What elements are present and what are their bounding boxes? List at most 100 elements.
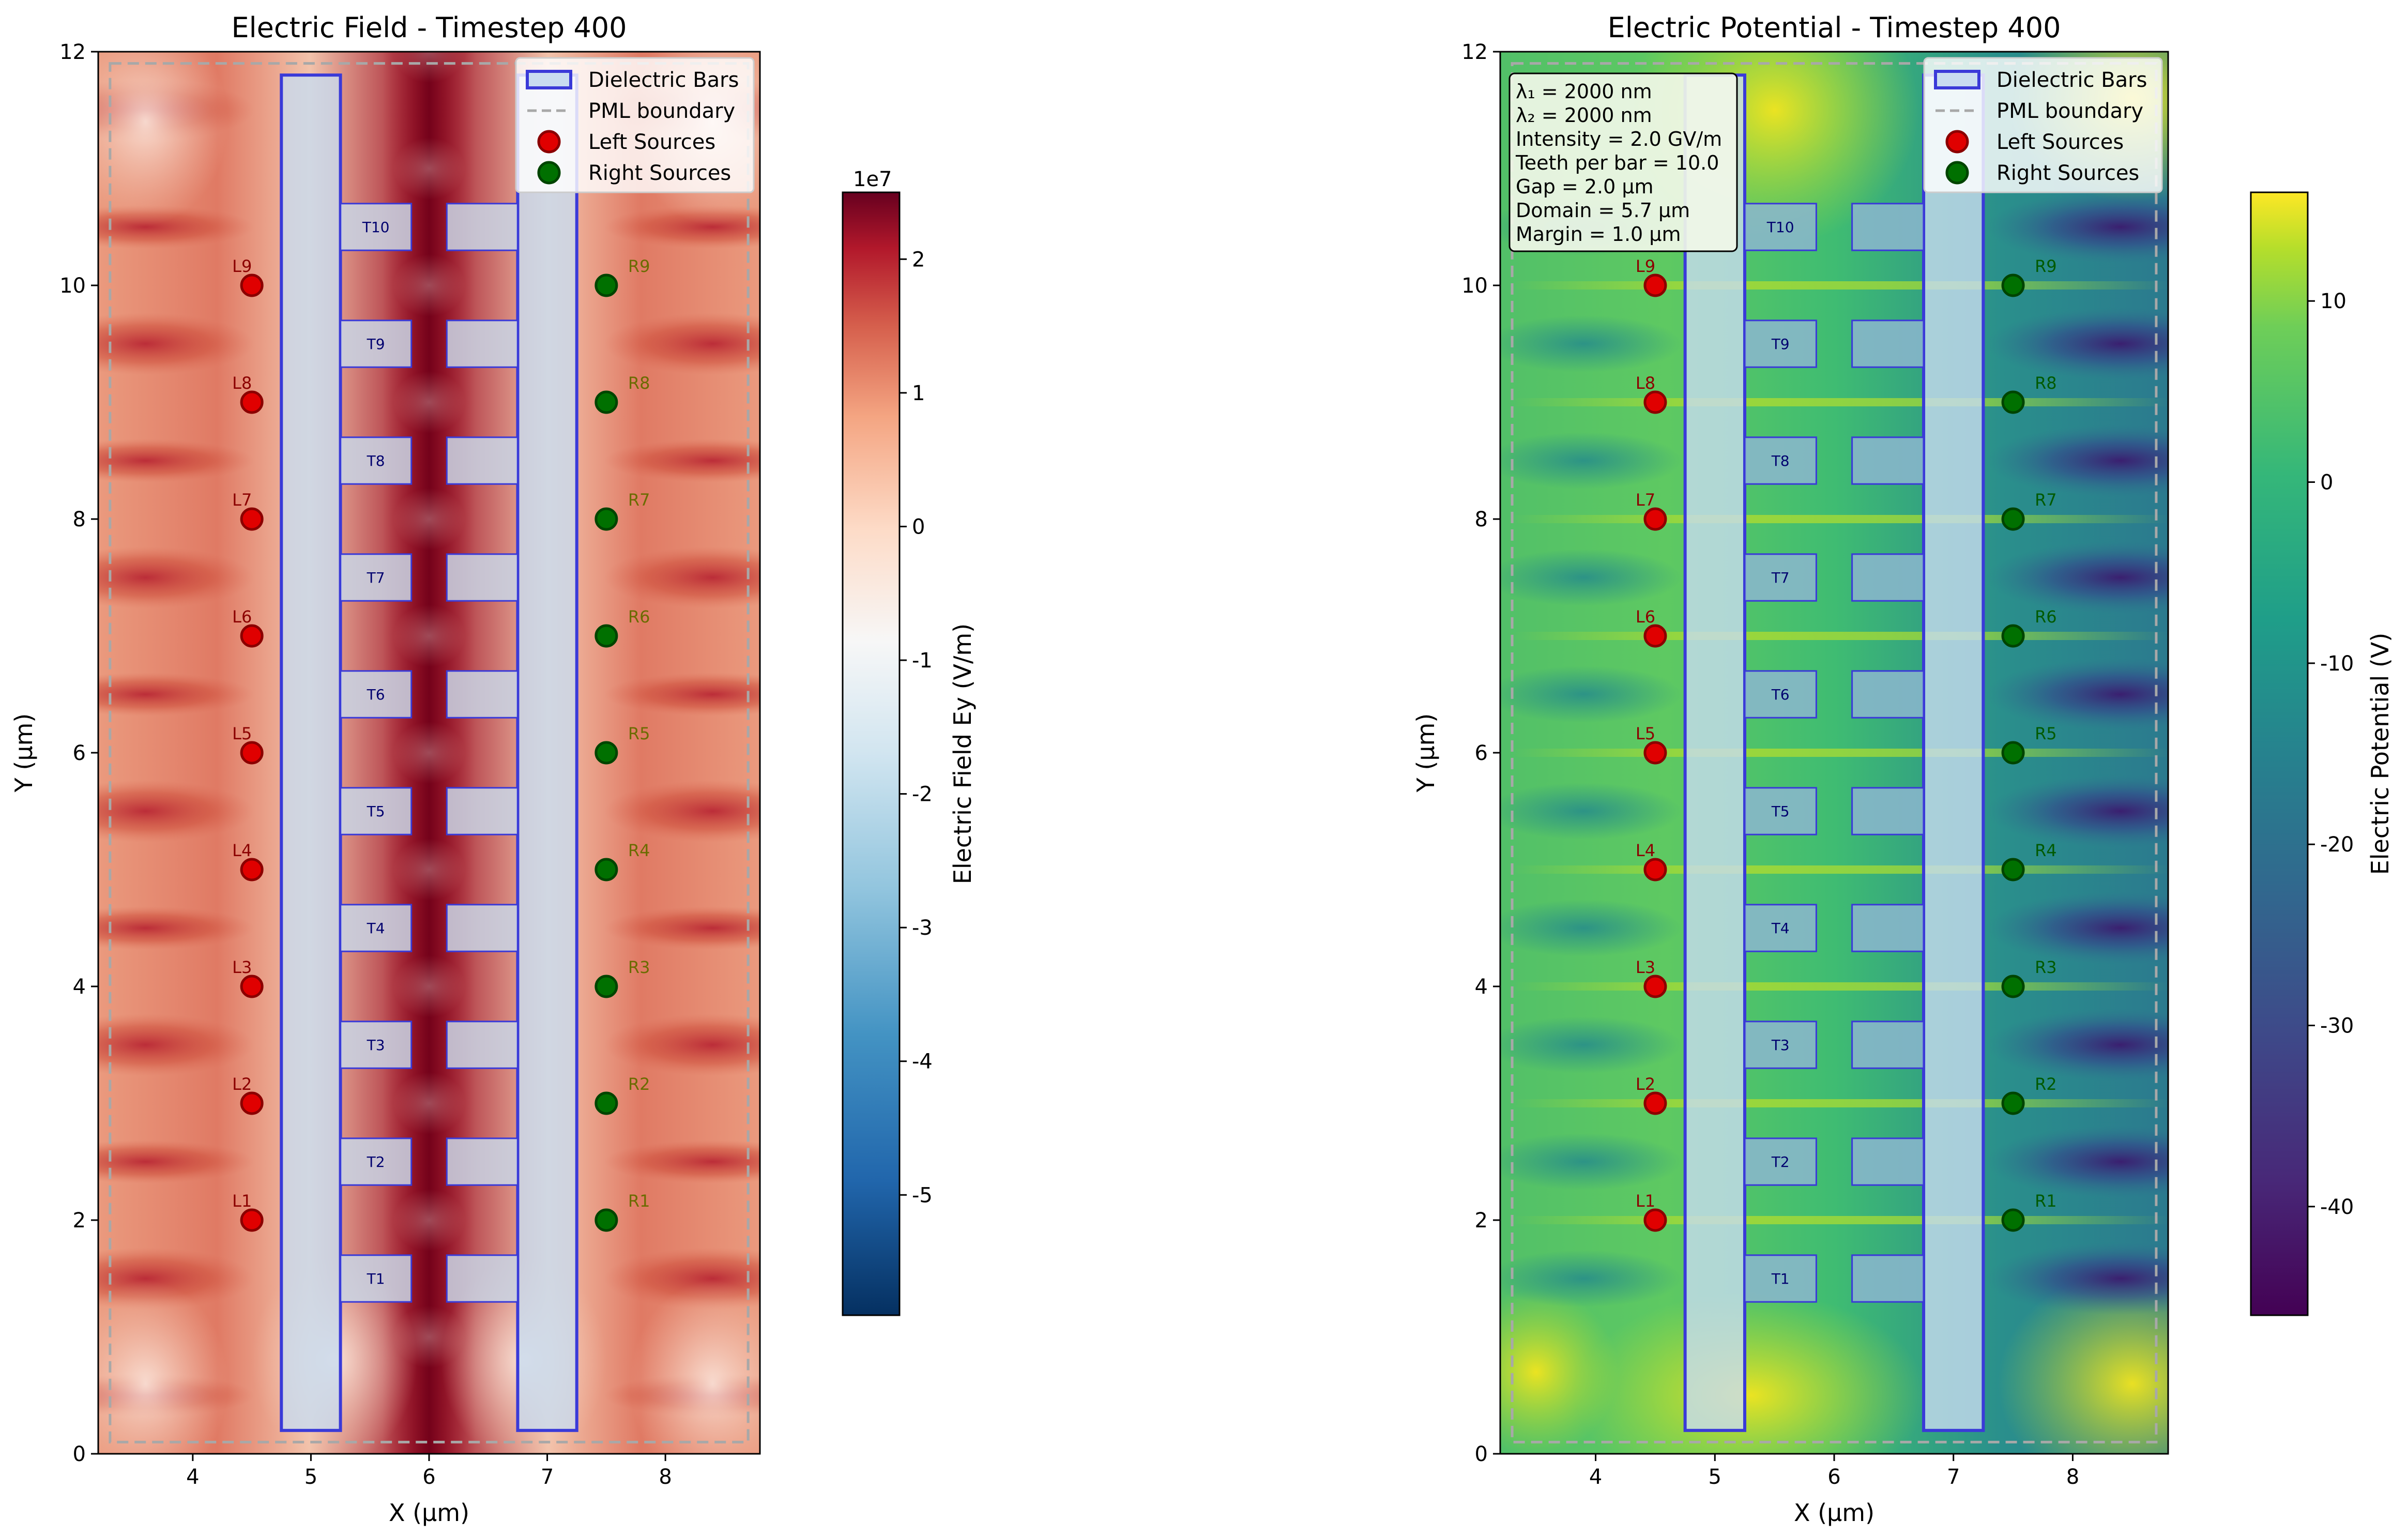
field-lobe (393, 371, 465, 433)
pot-left-source (1643, 975, 1667, 998)
potential-low-band (1986, 1009, 2168, 1081)
pot-right-source (2001, 624, 2025, 648)
potential-info-line: Gap = 2.0 μm (1516, 175, 1654, 198)
potential-low-band (1986, 892, 2168, 964)
field-lobe (393, 605, 465, 667)
pot-legend-entry: Dielectric Bars (1996, 68, 2147, 92)
potential-info-line: Teeth per bar = 10.0 (1515, 151, 1719, 174)
pot-tooth-right-T6 (1851, 670, 1925, 719)
potential-mid-band (1500, 666, 1682, 723)
field-lobe (393, 722, 465, 784)
pot-xtick-label: 6 (1827, 1465, 1840, 1489)
pot-left-source (1643, 741, 1667, 765)
field-lobe (604, 906, 760, 950)
pot-right-source (2001, 1208, 2025, 1232)
field-tooth-right-T2 (446, 1137, 519, 1186)
field-colorbar-label: Electric Field Ey (V/m) (949, 623, 977, 884)
potential-low-band (1986, 424, 2168, 497)
potential-mid-band (1500, 1016, 1682, 1073)
pot-tooth-right-T9 (1851, 320, 1925, 368)
field-xtick-label: 4 (186, 1465, 199, 1489)
field-lobe (98, 673, 254, 716)
potential-mid-band (1500, 900, 1682, 956)
field-tooth-label: T1 (367, 1270, 385, 1287)
potential-bright-stripe (1512, 515, 2168, 523)
pot-right-source-label: R2 (2035, 1074, 2057, 1094)
pot-tooth-right-T4 (1851, 904, 1925, 952)
field-left-source-label: L9 (232, 256, 252, 276)
field-ytick-label: 8 (73, 508, 86, 531)
field-lobe (604, 673, 760, 716)
pot-ytick-label: 2 (1475, 1209, 1488, 1233)
field-tooth-label: T3 (367, 1037, 385, 1054)
field-xtick-label: 7 (541, 1465, 554, 1489)
pot-left-source (1643, 858, 1667, 881)
potential-yellow-area (1575, 1292, 1927, 1454)
pot-tooth-label: T6 (1771, 686, 1790, 703)
pot-tooth-label: T3 (1771, 1037, 1790, 1054)
field-legend-frame (515, 57, 755, 193)
field-left-source-label: L5 (232, 724, 252, 743)
field-legend-swatch-right (537, 161, 561, 185)
field-right-source-label: R7 (628, 490, 650, 510)
field-right-source-label: R9 (628, 256, 650, 276)
pot-left-source-label: L4 (1636, 841, 1655, 860)
pot-right-source-label: R5 (2035, 724, 2057, 743)
field-overlay: T1 T2 T3 T4 T5 T6 T7 T8 T9 T10 L1 L2 L3 L4 L5 L6 L7 L8 L9 R… (109, 62, 750, 1443)
potential-bright-stripe (1512, 632, 2168, 640)
potential-low-band (1986, 658, 2168, 731)
field-right-source-label: R6 (628, 607, 650, 627)
field-lobe (604, 313, 760, 375)
field-right-source (595, 507, 618, 531)
field-right-source (595, 1091, 618, 1115)
pot-dielectric-bar-2 (1922, 73, 1985, 1432)
pot-tooth-left-T4 (1744, 904, 1817, 952)
field-tooth-left-T7 (340, 553, 413, 602)
field-colorbar-tick-label: 0 (912, 515, 925, 539)
field-tooth-label: T2 (367, 1153, 385, 1170)
pot-legend-swatch-left (1945, 130, 1969, 154)
field-left-source-label: L3 (232, 957, 252, 977)
pot-left-source-label: L5 (1636, 724, 1655, 743)
potential-title: Electric Potential - Timestep 400 (1608, 11, 2061, 44)
field-legend-entry: PML boundary (588, 99, 735, 123)
field-left-source (240, 1091, 264, 1115)
pot-tooth-right-T3 (1851, 1021, 1925, 1069)
pot-tooth-right-T8 (1851, 436, 1925, 485)
potential-xlabel: X (μm) (1794, 1499, 1874, 1527)
pot-left-source (1643, 1208, 1667, 1232)
pot-legend-entry: Right Sources (1996, 161, 2139, 185)
field-pale-area (98, 52, 228, 225)
pot-ytick-label: 6 (1475, 741, 1488, 765)
pot-ytick-label: 12 (1461, 40, 1488, 64)
field-lobe (98, 906, 254, 950)
potential-axes-ticks: 4 5 6 7 8 0 2 4 6 8 10 12 (1461, 40, 2079, 1489)
potential-bright-stripe (1512, 865, 2168, 874)
pot-right-source (2001, 507, 2025, 531)
potential-bright-stripe (1512, 1216, 2168, 1224)
potential-info-line: λ₁ = 2000 nm (1516, 80, 1652, 103)
pot-ytick-label: 4 (1475, 975, 1488, 999)
field-left-source (240, 624, 264, 648)
pot-legend-frame (1923, 57, 2163, 193)
field-right-source-label: R5 (628, 724, 650, 743)
pot-colorbar-tick-label: 0 (2320, 471, 2333, 495)
pot-tooth-right-T5 (1851, 787, 1925, 835)
field-ytick-label: 4 (73, 975, 86, 999)
field-pale-area (98, 1280, 228, 1454)
field-tooth-right-T1 (446, 1254, 519, 1303)
pot-ytick-label: 10 (1461, 274, 1488, 298)
pot-legend-swatch-bars (1934, 70, 1980, 89)
pot-left-source (1643, 507, 1667, 531)
field-lobe (393, 138, 465, 200)
pot-tooth-label: T2 (1771, 1153, 1790, 1170)
potential-info-line: λ₂ = 2000 nm (1516, 104, 1652, 127)
field-lobe (604, 1140, 760, 1183)
pot-right-source (2001, 1091, 2025, 1115)
potential-mid-band (1500, 549, 1682, 606)
potential-bright-stripe (1512, 1099, 2168, 1107)
potential-mid-band (1500, 432, 1682, 489)
field-tooth-left-T10 (340, 203, 413, 251)
pot-right-source-label: R7 (2035, 490, 2057, 510)
